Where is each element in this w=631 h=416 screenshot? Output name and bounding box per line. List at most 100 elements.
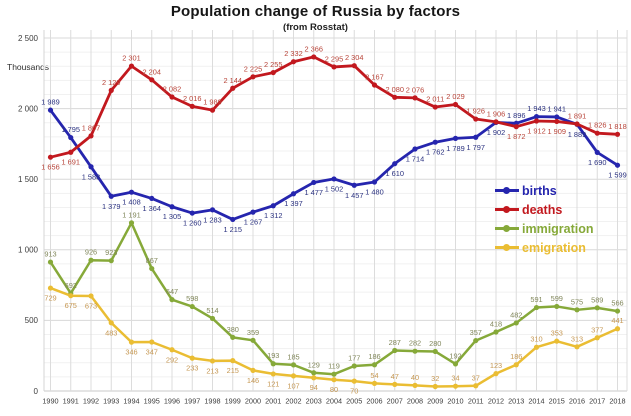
svg-text:2002: 2002	[285, 397, 301, 406]
svg-text:2011: 2011	[468, 397, 484, 406]
svg-text:1 312: 1 312	[264, 211, 283, 220]
series-emigration-layer	[47, 285, 621, 390]
svg-text:2 129: 2 129	[102, 78, 121, 87]
svg-text:0: 0	[34, 387, 39, 396]
legend-label-emigration: emigration	[522, 240, 586, 255]
svg-text:1 762: 1 762	[426, 148, 445, 157]
svg-text:1 826: 1 826	[588, 121, 607, 130]
legend-item-emigration: emigration	[495, 240, 594, 255]
svg-text:310: 310	[530, 335, 542, 344]
svg-text:146: 146	[247, 376, 259, 385]
svg-text:1 906: 1 906	[487, 109, 506, 118]
svg-text:177: 177	[348, 354, 360, 363]
svg-text:2005: 2005	[346, 397, 362, 406]
svg-text:2013: 2013	[508, 397, 524, 406]
svg-text:1 889: 1 889	[568, 130, 587, 139]
svg-text:482: 482	[510, 310, 522, 319]
svg-text:1 305: 1 305	[163, 212, 182, 221]
svg-text:347: 347	[146, 348, 158, 357]
grid-minor-layer	[44, 51, 627, 378]
svg-text:70: 70	[350, 387, 358, 396]
grid-major-layer	[44, 37, 627, 392]
svg-text:1 480: 1 480	[365, 188, 384, 197]
svg-text:2 016: 2 016	[183, 94, 202, 103]
svg-text:1 943: 1 943	[527, 104, 546, 113]
svg-text:2 304: 2 304	[345, 53, 364, 62]
svg-text:2012: 2012	[488, 397, 504, 406]
svg-text:1 588: 1 588	[82, 172, 101, 181]
svg-text:186: 186	[368, 352, 380, 361]
chart-subtitle: (from Rosstat)	[283, 22, 348, 33]
svg-text:1992: 1992	[83, 397, 99, 406]
svg-text:287: 287	[389, 338, 401, 347]
svg-text:1 896: 1 896	[507, 111, 526, 120]
svg-text:280: 280	[429, 339, 441, 348]
legend-item-births: births	[495, 183, 594, 198]
svg-text:2010: 2010	[447, 397, 463, 406]
svg-text:692: 692	[65, 281, 77, 290]
svg-text:1 397: 1 397	[284, 199, 303, 208]
legend-item-immigration: immigration	[495, 221, 594, 236]
svg-text:380: 380	[227, 325, 239, 334]
svg-text:2003: 2003	[306, 397, 322, 406]
svg-text:1993: 1993	[103, 397, 119, 406]
svg-text:353: 353	[551, 329, 563, 338]
svg-text:2 366: 2 366	[305, 44, 324, 53]
svg-text:359: 359	[247, 328, 259, 337]
svg-text:2006: 2006	[366, 397, 382, 406]
svg-text:233: 233	[186, 364, 198, 373]
svg-text:377: 377	[591, 325, 603, 334]
svg-text:2015: 2015	[549, 397, 565, 406]
svg-text:1 795: 1 795	[62, 125, 81, 134]
svg-text:193: 193	[267, 351, 279, 360]
svg-text:1 599: 1 599	[608, 171, 627, 180]
svg-text:1 909: 1 909	[548, 127, 567, 136]
svg-text:2004: 2004	[326, 397, 342, 406]
svg-text:673: 673	[85, 301, 97, 310]
svg-text:729: 729	[44, 294, 56, 303]
svg-text:591: 591	[530, 295, 542, 304]
svg-text:418: 418	[490, 319, 502, 328]
svg-text:1 502: 1 502	[325, 184, 344, 193]
svg-text:1 283: 1 283	[203, 215, 222, 224]
legend-line-marker-births-icon	[495, 187, 519, 194]
series-deaths-layer	[47, 54, 621, 160]
svg-text:2 144: 2 144	[224, 76, 243, 85]
svg-text:1 267: 1 267	[244, 218, 263, 227]
svg-text:1998: 1998	[204, 397, 220, 406]
svg-text:1 215: 1 215	[224, 225, 243, 234]
svg-text:923: 923	[105, 248, 117, 257]
svg-text:1 000: 1 000	[18, 246, 39, 255]
svg-text:107: 107	[287, 381, 299, 390]
svg-text:2 000: 2 000	[18, 104, 39, 113]
svg-text:1 690: 1 690	[588, 158, 607, 167]
svg-text:1 610: 1 610	[386, 169, 405, 178]
svg-text:1 926: 1 926	[467, 107, 486, 116]
legend-line-marker-deaths-icon	[495, 206, 519, 213]
svg-text:123: 123	[490, 361, 502, 370]
svg-text:589: 589	[591, 295, 603, 304]
svg-text:37: 37	[472, 373, 480, 382]
svg-text:2 204: 2 204	[143, 67, 162, 76]
svg-text:1 691: 1 691	[62, 158, 81, 167]
svg-text:1 656: 1 656	[41, 163, 60, 172]
svg-text:2 082: 2 082	[163, 85, 182, 94]
svg-text:2014: 2014	[528, 397, 544, 406]
svg-text:2017: 2017	[589, 397, 605, 406]
svg-text:514: 514	[206, 306, 218, 315]
svg-text:483: 483	[105, 328, 117, 337]
svg-text:647: 647	[166, 287, 178, 296]
svg-text:599: 599	[551, 294, 563, 303]
svg-text:213: 213	[206, 366, 218, 375]
svg-text:313: 313	[571, 334, 583, 343]
svg-text:1999: 1999	[225, 397, 241, 406]
svg-text:2016: 2016	[569, 397, 585, 406]
svg-text:2 500: 2 500	[18, 34, 39, 43]
svg-text:80: 80	[330, 385, 338, 394]
svg-text:192: 192	[449, 351, 461, 360]
svg-text:54: 54	[370, 371, 378, 380]
series-immigration-layer	[47, 220, 621, 377]
svg-text:1995: 1995	[144, 397, 160, 406]
svg-text:129: 129	[308, 360, 320, 369]
